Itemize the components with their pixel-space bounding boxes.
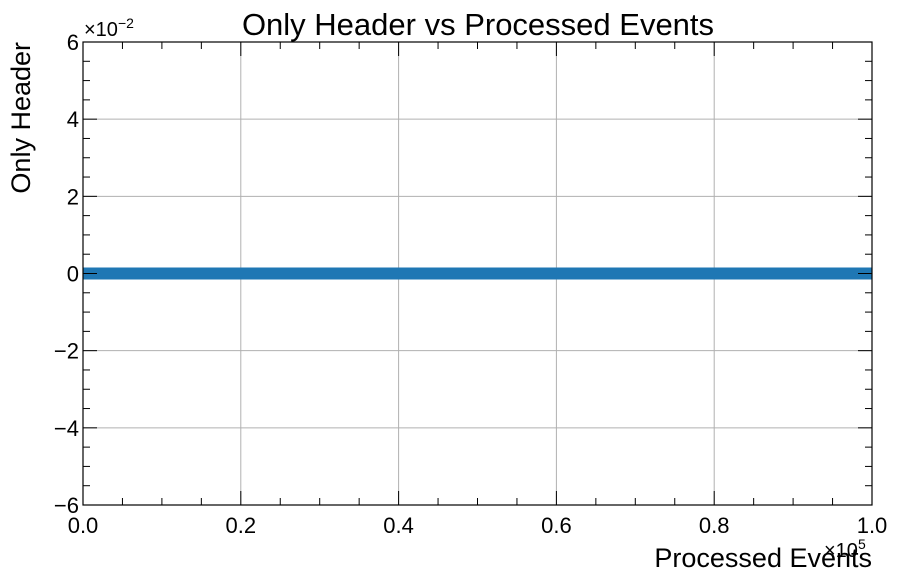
- y-axis-label: Only Header: [6, 42, 36, 194]
- x-tick-label: 0.4: [383, 513, 414, 538]
- y-tick-label: 2: [67, 184, 79, 209]
- y-tick-label: −4: [54, 416, 79, 441]
- y-tick-label: −2: [54, 339, 79, 364]
- x-tick-label: 0.6: [541, 513, 572, 538]
- x-tick-label: 0.2: [226, 513, 257, 538]
- y-tick-label: 6: [67, 30, 79, 55]
- x-tick-label: 0.8: [699, 513, 730, 538]
- chart-title: Only Header vs Processed Events: [242, 7, 714, 42]
- x-axis-label: Processed Events: [654, 543, 872, 573]
- y-multiplier: ×10−2: [84, 15, 134, 41]
- y-tick-label: 0: [67, 262, 79, 287]
- x-tick-label: 0.0: [68, 513, 99, 538]
- y-tick-label: 4: [67, 107, 79, 132]
- plot-area: 0.0 0.2 0.4 0.6 0.8 1.0 −6 −4 −2 0 2 4 6: [54, 30, 887, 538]
- x-multiplier: ×105: [824, 536, 866, 562]
- x-tick-label: 1.0: [857, 513, 888, 538]
- y-tick-label: −6: [54, 493, 79, 518]
